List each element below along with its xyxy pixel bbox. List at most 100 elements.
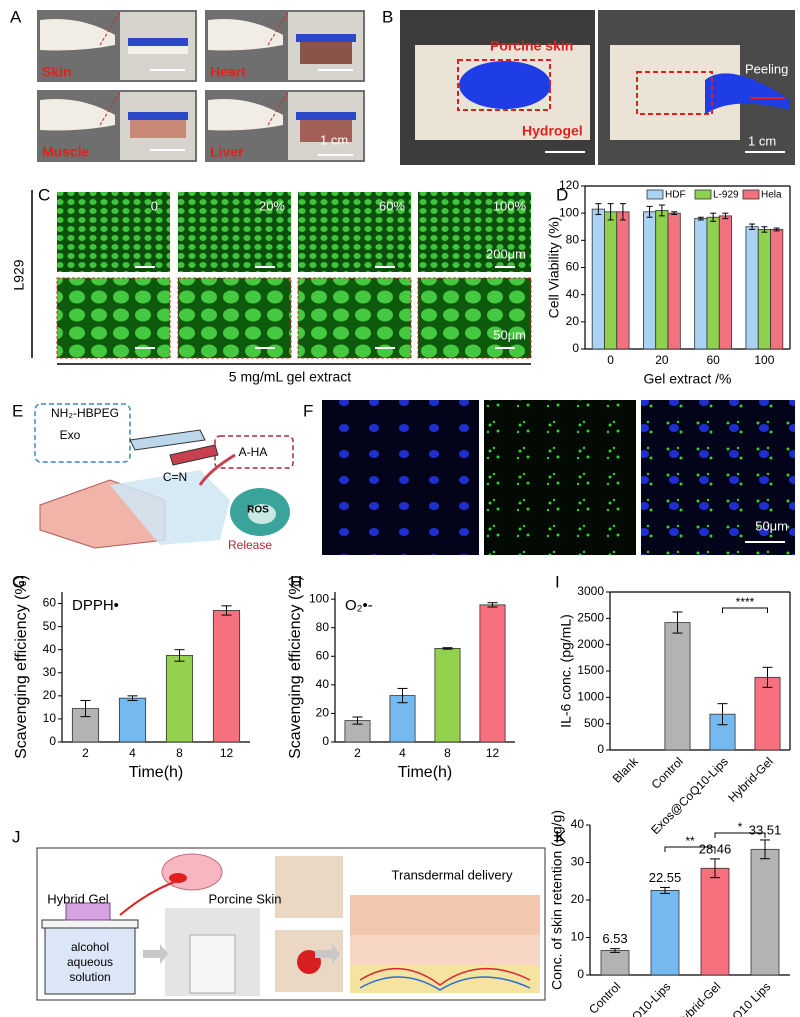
x-tick-label: Exos@CoQ10-Lips bbox=[648, 754, 731, 837]
release-label: Release bbox=[228, 538, 272, 552]
panel-j-schematic: Hybrid Gel Porcine Skin Transdermal deli… bbox=[36, 847, 546, 1001]
beaker bbox=[44, 927, 136, 995]
zoom-line bbox=[267, 91, 289, 126]
y-tick-label: 20 bbox=[316, 706, 330, 720]
legend-swatch bbox=[694, 189, 712, 200]
gel-holder bbox=[208, 19, 283, 51]
x-tick-label: 2 bbox=[354, 746, 361, 760]
tissue-label: Heart bbox=[210, 64, 246, 80]
y-axis-label: Scavenging efficiency (%) bbox=[13, 575, 30, 759]
bar bbox=[643, 211, 657, 350]
y-tick-label: 40 bbox=[316, 677, 330, 691]
y-tick-label: 80 bbox=[566, 233, 580, 247]
micrograph bbox=[298, 192, 411, 272]
x-tick-label: 4 bbox=[129, 746, 136, 760]
tissue bbox=[130, 120, 186, 138]
micrograph bbox=[641, 400, 795, 555]
panel-label: A bbox=[10, 7, 22, 26]
significance-bracket bbox=[664, 846, 716, 852]
bar bbox=[165, 655, 194, 743]
x-tick-label: 8 bbox=[444, 746, 451, 760]
micrograph bbox=[322, 400, 479, 555]
box bbox=[34, 403, 131, 463]
y-tick-label: 20 bbox=[571, 892, 585, 906]
y-tick-label: 120 bbox=[559, 178, 579, 192]
arrow bbox=[315, 944, 340, 964]
vessel bbox=[359, 967, 531, 986]
y-tick-label: 1500 bbox=[577, 663, 604, 677]
scale-label: 1 cm bbox=[748, 133, 776, 148]
zoom-line bbox=[267, 11, 289, 46]
skin-label: Porcine Skin bbox=[209, 891, 282, 906]
x-tick-label: CoQ10 Lips bbox=[719, 979, 774, 1017]
nucleus bbox=[248, 504, 276, 524]
concentration-label: 20% bbox=[259, 198, 285, 213]
panel-label: K bbox=[555, 827, 567, 846]
solution-label: aqueous bbox=[67, 955, 113, 969]
y-tick-label: 50 bbox=[43, 619, 57, 633]
y-axis-label: IL-6 conc. (pg/mL) bbox=[558, 614, 574, 728]
y-tick-label: 0 bbox=[577, 967, 584, 981]
bar bbox=[389, 695, 416, 743]
y-axis-label: Scavenging efficiency (%) bbox=[287, 575, 304, 759]
chart-annotation: DPPH• bbox=[72, 597, 119, 614]
tissue bbox=[128, 46, 188, 54]
hydrogel bbox=[128, 38, 188, 46]
tissue-label: Muscle bbox=[42, 144, 90, 160]
x-tick-label: 12 bbox=[486, 746, 500, 760]
y-tick-label: 2500 bbox=[577, 611, 604, 625]
x-tick-label: Hybrid-Gel bbox=[725, 754, 775, 804]
bar bbox=[479, 604, 506, 743]
micrograph bbox=[178, 192, 291, 272]
x-tick-label: 12 bbox=[220, 746, 234, 760]
hybrid-gel bbox=[65, 902, 111, 921]
y-tick-label: 500 bbox=[584, 716, 604, 730]
x-tick-label: 100 bbox=[754, 353, 774, 367]
x-tick-label: 8 bbox=[176, 746, 183, 760]
x-tick-label: 20 bbox=[655, 353, 669, 367]
y-tick-label: 10 bbox=[43, 711, 57, 725]
x-axis-label: Time(h) bbox=[129, 764, 184, 781]
gel-holder bbox=[40, 19, 115, 51]
frame bbox=[36, 847, 546, 1001]
x-axis-label: Time(h) bbox=[398, 764, 453, 781]
y-tick-label: 40 bbox=[566, 287, 580, 301]
x-tick-label: Control bbox=[649, 754, 686, 791]
scale-label: 1 cm bbox=[320, 132, 348, 147]
legend-swatch bbox=[646, 189, 664, 200]
hydrogel-label: Hydrogel bbox=[522, 123, 583, 139]
data-label: 6.53 bbox=[602, 931, 627, 946]
concentration-label: 100% bbox=[493, 198, 527, 213]
hypodermis bbox=[350, 965, 540, 993]
micrograph bbox=[56, 277, 171, 359]
panel-label: I bbox=[555, 572, 560, 591]
significance-bracket bbox=[714, 832, 766, 838]
gel-holder bbox=[208, 99, 283, 131]
bond-label: C=N bbox=[163, 470, 187, 484]
exo-label: Exo bbox=[60, 428, 81, 442]
y-tick-label: 30 bbox=[43, 665, 57, 679]
ros-label: ROS bbox=[247, 505, 269, 516]
micrograph bbox=[57, 192, 170, 272]
delivery-label: Transdermal delivery bbox=[392, 867, 513, 882]
bar bbox=[706, 216, 720, 350]
x-tick-label: Blank bbox=[610, 754, 642, 786]
panel-label: C bbox=[38, 185, 50, 204]
panel-f-photos: 50μm bbox=[322, 400, 795, 555]
skin-photo bbox=[275, 856, 343, 918]
bar bbox=[655, 210, 669, 350]
y-tick-label: 80 bbox=[316, 620, 330, 634]
bar bbox=[694, 218, 708, 350]
panel-label: G bbox=[12, 572, 25, 591]
tissue bbox=[300, 120, 352, 142]
data-label: 22.55 bbox=[649, 870, 682, 885]
panel-label: H bbox=[290, 572, 302, 591]
y-tick-label: 100 bbox=[309, 591, 329, 605]
dermis bbox=[350, 935, 540, 965]
x-axis-label: Gel extract /% bbox=[644, 371, 732, 387]
arrow bbox=[119, 879, 181, 916]
scale-label: 200μm bbox=[486, 246, 526, 261]
y-tick-label: 10 bbox=[571, 930, 585, 944]
y-tick-label: 0 bbox=[49, 734, 56, 748]
x-tick-label: 60 bbox=[706, 353, 720, 367]
